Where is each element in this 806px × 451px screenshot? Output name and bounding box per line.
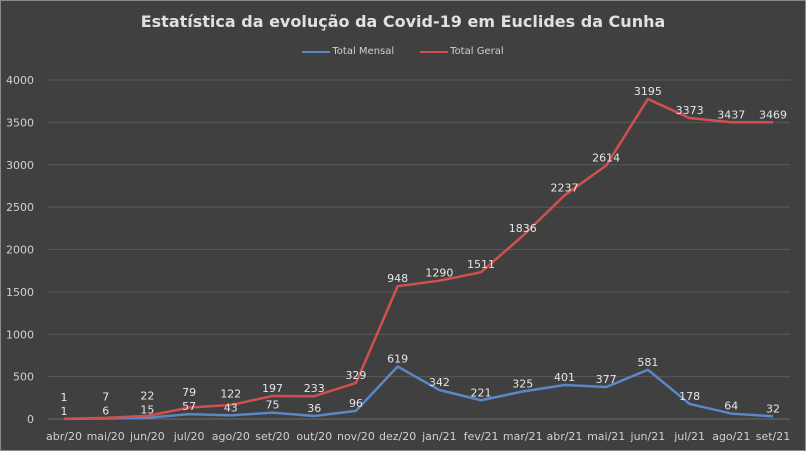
data-label: 2237 — [550, 181, 578, 194]
legend: Total Mensal Total Geral — [0, 46, 806, 57]
legend-swatch-total-mensal — [302, 50, 331, 53]
x-tick-label: ago/20 — [212, 430, 250, 443]
data-label: 619 — [387, 353, 408, 366]
data-label: 64 — [724, 400, 738, 413]
y-tick-label: 3500 — [6, 116, 34, 129]
x-tick-label: mai/21 — [587, 430, 625, 443]
y-tick-label: 1500 — [6, 286, 34, 299]
y-tick-label: 3000 — [6, 159, 34, 172]
data-label: 79 — [182, 386, 196, 399]
legend-item-total-mensal: Total Mensal — [302, 46, 394, 57]
x-tick-label: jul/20 — [173, 430, 205, 443]
data-label: 401 — [554, 371, 575, 384]
x-tick-label: set/21 — [756, 430, 791, 443]
data-label: 96 — [349, 397, 363, 410]
data-label: 3437 — [717, 108, 745, 121]
data-label: 342 — [429, 376, 450, 389]
data-label: 3195 — [634, 85, 662, 98]
legend-label: Total Mensal — [332, 46, 395, 57]
y-tick-label: 500 — [13, 371, 34, 384]
data-label: 329 — [345, 369, 366, 382]
data-label: 57 — [182, 400, 196, 413]
x-tick-label: nov/20 — [337, 430, 375, 443]
data-label: 6 — [102, 404, 109, 417]
data-label: 1290 — [425, 267, 453, 280]
x-tick-label: abr/20 — [46, 430, 82, 443]
data-label: 1 — [61, 391, 68, 404]
data-label: 7 — [102, 390, 109, 403]
data-label: 122 — [220, 387, 241, 400]
data-label: 197 — [262, 382, 283, 395]
data-label: 377 — [596, 373, 617, 386]
legend-item-total-geral: Total Geral — [420, 46, 504, 57]
series-line-total-mensal — [63, 365, 774, 421]
x-tick-label: mar/21 — [503, 430, 543, 443]
x-tick-label: ago/21 — [712, 430, 750, 443]
data-label: 948 — [387, 272, 408, 285]
data-label: 325 — [512, 377, 533, 390]
data-label: 221 — [471, 386, 492, 399]
data-label: 581 — [637, 356, 658, 369]
legend-swatch-total-geral — [420, 50, 449, 53]
data-label: 3373 — [676, 104, 704, 117]
data-label: 1511 — [467, 258, 495, 271]
x-tick-label: jun/20 — [129, 430, 165, 443]
y-tick-label: 2000 — [6, 244, 34, 257]
chart-title: Estatística da evolução da Covid-19 em E… — [140, 12, 666, 31]
data-label: 233 — [304, 382, 325, 395]
y-tick-label: 2500 — [6, 201, 34, 214]
x-tick-label: mai/20 — [87, 430, 125, 443]
x-tick-label: abr/21 — [546, 430, 582, 443]
data-label: 15 — [140, 404, 154, 417]
x-tick-label: fev/21 — [464, 430, 499, 443]
data-label: 2614 — [592, 152, 620, 165]
data-label: 3469 — [759, 108, 787, 121]
data-label: 75 — [266, 399, 280, 412]
x-tick-label: jun/21 — [630, 430, 666, 443]
y-tick-label: 4000 — [6, 74, 34, 87]
data-label: 1 — [61, 405, 68, 418]
data-label: 36 — [307, 402, 321, 415]
data-label: 178 — [679, 390, 700, 403]
data-label: 43 — [224, 401, 238, 414]
x-tick-label: dez/20 — [379, 430, 416, 443]
data-label: 1836 — [509, 222, 537, 235]
data-label: 32 — [766, 402, 780, 415]
y-tick-label: 0 — [27, 413, 34, 426]
x-tick-label: jul/21 — [673, 430, 705, 443]
x-tick-label: jan/21 — [421, 430, 456, 443]
x-tick-label: set/20 — [255, 430, 290, 443]
series-line-total-geral — [63, 97, 773, 421]
x-tick-label: out/20 — [296, 430, 332, 443]
y-tick-label: 1000 — [6, 328, 34, 341]
legend-label: Total Geral — [450, 46, 504, 57]
data-label: 22 — [140, 390, 154, 403]
